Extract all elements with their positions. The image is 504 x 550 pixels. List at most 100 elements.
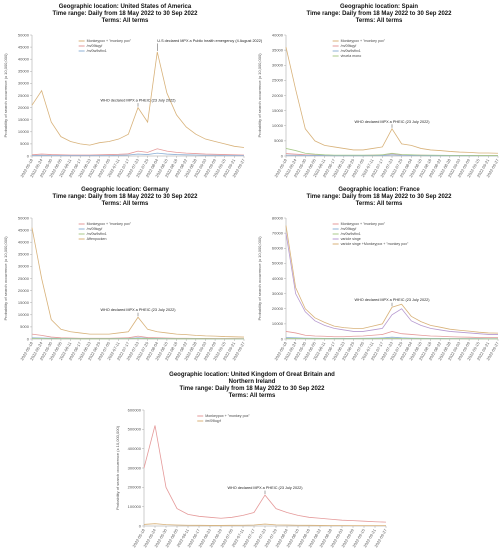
y-tick-label: 40000 [18, 240, 30, 245]
y-tick-label: 60000 [272, 246, 284, 251]
y-tick-label: 10000 [18, 312, 30, 317]
y-tick-label: 20000 [18, 288, 30, 293]
y-tick-label: 50000 [272, 261, 284, 266]
y-tick-label: 20000 [272, 306, 284, 311]
y-tick-label: 500000 [128, 427, 142, 432]
chart-title: Terms: All terms [356, 201, 403, 207]
legend-label: /m/0w9sfhx1 [87, 232, 107, 236]
series-line [31, 152, 245, 157]
legend-label: Monkeypox + "monkey pox" [341, 39, 386, 43]
y-tick-label: 25000 [18, 93, 30, 98]
series-line [143, 523, 387, 527]
legend-label: Affenpocken [87, 237, 107, 241]
y-tick-label: 10000 [18, 129, 30, 134]
y-tick-label: 30000 [272, 291, 284, 296]
y-tick-label: 20000 [18, 105, 30, 110]
y-tick-label: 45000 [18, 44, 30, 49]
legend-label: Monkeypox + "monkey pox" [87, 39, 132, 43]
y-tick-label: 25000 [18, 276, 30, 281]
y-tick-label: 30000 [18, 81, 30, 86]
legend-label: /m/0w9sfhx1 [87, 49, 107, 53]
chart-title: Terms: All terms [229, 393, 276, 399]
y-tick-label: 0 [281, 336, 284, 341]
y-tick-label: 30000 [272, 63, 284, 68]
y-tick-label: 10000 [272, 321, 284, 326]
legend-label: variole singe [341, 237, 361, 241]
y-tick-label: 35000 [18, 69, 30, 74]
y-axis-label: Probability of search occurrence (x 10,0… [257, 236, 262, 321]
y-tick-label: 400000 [128, 446, 142, 451]
y-axis-label: Probability of search occurrence (x 10,0… [3, 236, 8, 321]
chart-title: Terms: All terms [102, 18, 149, 24]
y-tick-label: 0 [27, 153, 30, 158]
annotation: WHO declared MPX a PHEIC (23 July 2022) [227, 486, 303, 490]
y-tick-label: 40000 [18, 57, 30, 62]
series-line [285, 233, 498, 335]
legend-label: /m/09kqyf [87, 227, 103, 231]
y-tick-label: 25000 [272, 78, 284, 83]
y-tick-label: 5000 [20, 324, 30, 329]
chart-title: Time range: Daily from 18 May 2022 to 30… [307, 11, 453, 17]
annotation: WHO declared MPX a PHEIC (23 July 2022) [100, 99, 176, 103]
series-line [285, 331, 499, 339]
series-line [143, 425, 387, 523]
annotation: WHO declared MPX a PHEIC (23 July 2022) [100, 308, 176, 312]
y-tick-label: 600000 [128, 407, 142, 412]
chart-panel: Geographic location: United States of Am… [3, 4, 263, 178]
legend-label: viruela mono [341, 54, 362, 58]
legend-label: /m/09kqyf [87, 44, 103, 48]
chart-title: Terms: All terms [102, 201, 149, 207]
legend-label: /m/09kqyf [341, 44, 357, 48]
y-tick-label: 5000 [274, 138, 284, 143]
chart-title: Geographic location: Spain [340, 4, 418, 10]
y-tick-label: 30000 [18, 264, 30, 269]
series-line [31, 51, 245, 148]
chart-panel: Geographic location: United Kingdom of G… [115, 372, 388, 548]
y-tick-label: 100000 [128, 504, 142, 509]
y-tick-label: 40000 [272, 32, 284, 37]
y-tick-label: 0 [139, 523, 142, 528]
legend-label: /m/09kqyf [341, 227, 357, 231]
y-tick-label: 0 [27, 336, 30, 341]
y-tick-label: 40000 [272, 276, 284, 281]
legend-label: Monkeypox + "monkey pox" [341, 222, 386, 226]
y-tick-label: 15000 [272, 108, 284, 113]
annotation: WHO declared MPX a PHEIC (23 July 2022) [354, 120, 430, 124]
series-line [285, 148, 498, 156]
chart-title: Time range: Daily from 18 May 2022 to 30… [53, 11, 199, 17]
y-tick-label: 50000 [18, 32, 30, 37]
y-tick-label: 45000 [18, 227, 30, 232]
series-line [285, 47, 499, 154]
y-tick-label: 70000 [272, 230, 284, 235]
chart-title: Geographic location: France [338, 187, 420, 193]
series-line [31, 148, 245, 156]
y-tick-label: 10000 [272, 123, 284, 128]
y-axis-label: Probability of search occurrence (x 10,0… [3, 53, 8, 138]
series-line [31, 227, 245, 338]
series-line [285, 337, 498, 340]
y-axis-label: Probability of search occurrence (x 10,0… [257, 53, 262, 138]
legend-label: variole singe +Monkeypox + "monkey pox" [341, 242, 409, 246]
y-tick-label: 0 [281, 153, 284, 158]
y-tick-label: 35000 [18, 252, 30, 257]
y-tick-label: 20000 [272, 93, 284, 98]
y-tick-label: 300000 [128, 465, 142, 470]
y-tick-label: 15000 [18, 300, 30, 305]
y-tick-label: 200000 [128, 485, 142, 490]
chart-title: Terms: All terms [356, 18, 403, 24]
legend-label: Monkeypox + "monkey pox" [87, 222, 132, 226]
chart-title: Time range: Daily from 18 May 2022 to 30… [180, 386, 326, 392]
y-axis-label: Probability of search occurrence (x 10,0… [115, 425, 120, 510]
annotation: WHO declared MPX a PHEIC (23 July 2022) [354, 298, 430, 302]
legend-label: /m/0w9sfhx1 [341, 232, 361, 236]
series-line [285, 225, 499, 334]
legend-label: Monkeypox + "monkey pox" [205, 414, 250, 418]
y-tick-label: 80000 [272, 215, 284, 220]
annotation: U.S declared MPX a Public health emergen… [157, 39, 263, 43]
chart-title: Geographic location: United States of Am… [59, 4, 192, 10]
y-tick-label: 5000 [20, 141, 30, 146]
legend-label: /m/09kqyf [205, 419, 221, 423]
